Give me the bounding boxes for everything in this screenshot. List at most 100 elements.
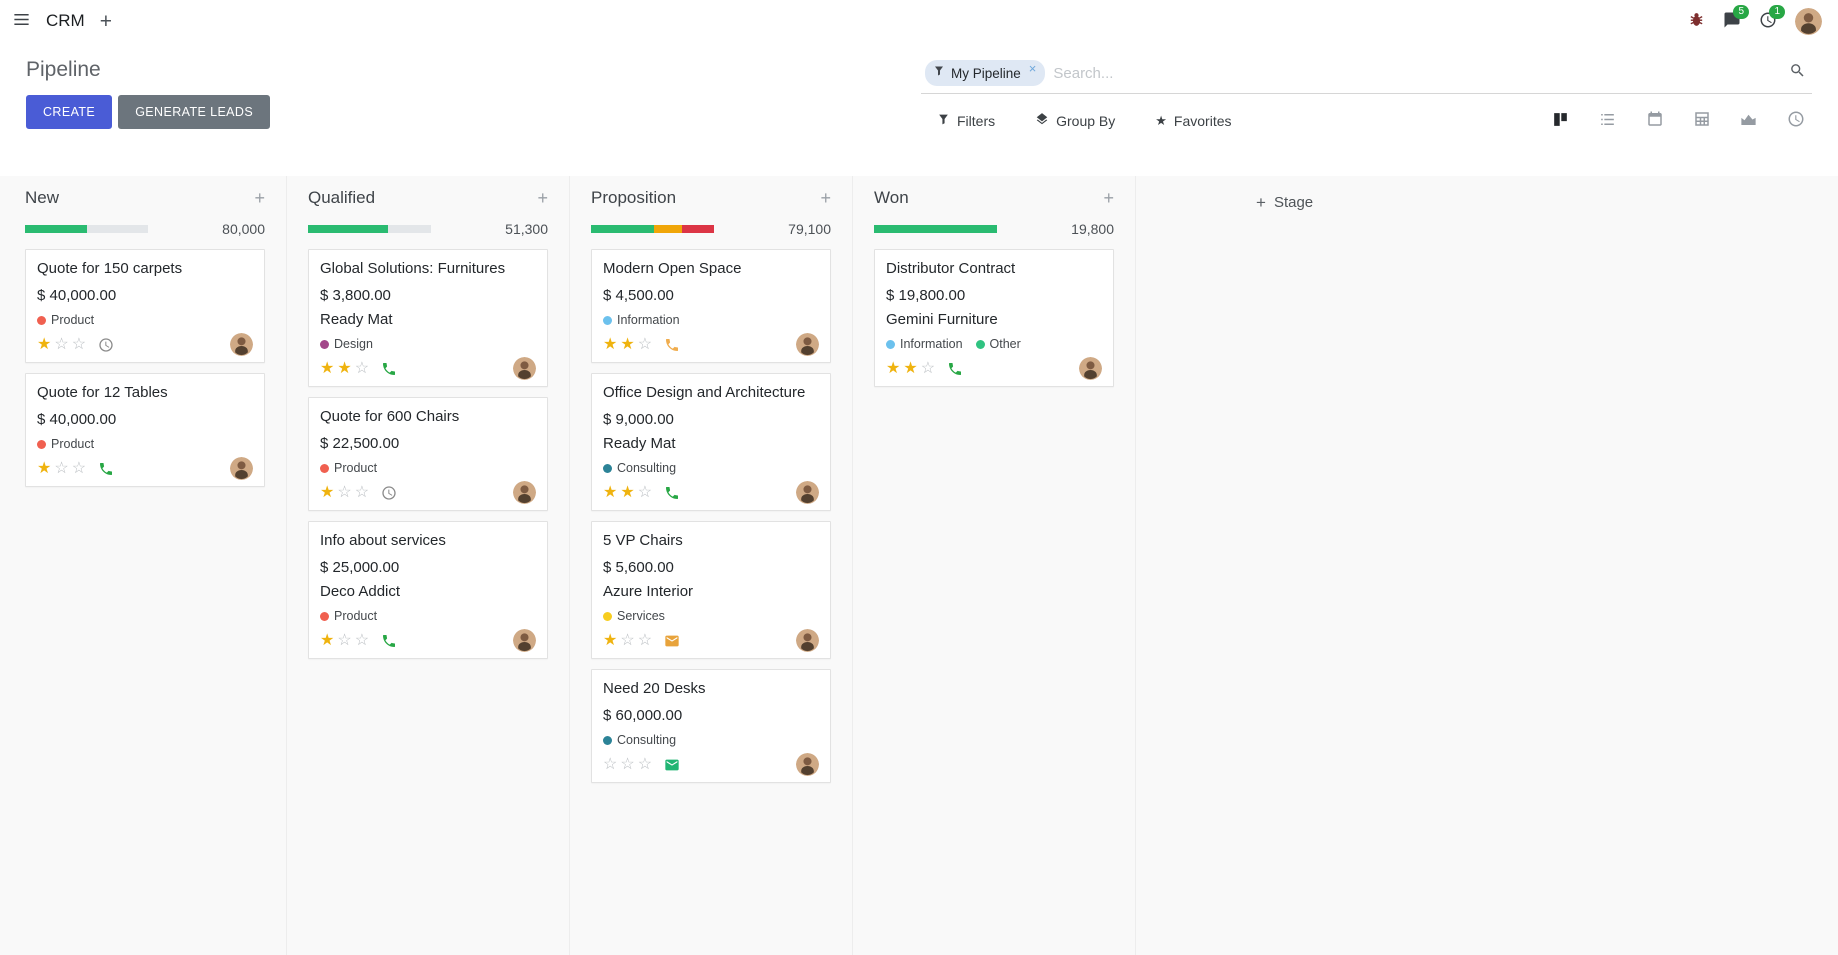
favorites-button[interactable]: ★ Favorites: [1155, 112, 1231, 129]
kanban-column-won: Won + 19,800 Distributor Contract $ 19,8…: [853, 176, 1136, 955]
kanban-card[interactable]: Need 20 Desks $ 60,000.00 Consulting ☆☆☆: [591, 669, 831, 783]
activities-button[interactable]: 1: [1759, 4, 1785, 32]
search-bar[interactable]: My Pipeline ×: [921, 58, 1812, 94]
view-calendar-button[interactable]: [1638, 107, 1671, 134]
card-title: 5 VP Chairs: [603, 532, 683, 549]
kanban-card[interactable]: 5 VP Chairs $ 5,600.00 Azure Interior Se…: [591, 521, 831, 659]
debug-button[interactable]: [1688, 11, 1705, 31]
priority-stars[interactable]: ★☆☆: [37, 335, 90, 353]
avatar[interactable]: [1079, 357, 1102, 380]
column-progressbar[interactable]: [591, 225, 714, 233]
app-name[interactable]: CRM: [46, 11, 85, 30]
avatar[interactable]: [796, 753, 819, 776]
search-icon[interactable]: [1789, 62, 1806, 84]
activity-phone-icon[interactable]: [664, 337, 680, 353]
tag-label: Services: [617, 609, 665, 623]
favorites-label: Favorites: [1173, 112, 1232, 129]
facet-remove-button[interactable]: ×: [1028, 60, 1037, 76]
card-partner: Deco Addict: [320, 583, 401, 600]
kanban-card[interactable]: Quote for 600 Chairs $ 22,500.00 Product…: [308, 397, 548, 511]
card-amount: $ 25,000.00: [320, 559, 400, 576]
column-progressbar[interactable]: [25, 225, 148, 233]
priority-stars[interactable]: ★☆☆: [603, 631, 656, 649]
kanban-card[interactable]: Info about services $ 25,000.00 Deco Add…: [308, 521, 548, 659]
card-tags: Consulting: [603, 733, 819, 747]
card-tags: Product: [37, 437, 253, 451]
column-add-icon[interactable]: +: [254, 188, 265, 208]
kanban-card[interactable]: Quote for 12 Tables $ 40,000.00 Product …: [25, 373, 265, 487]
activity-mail-icon[interactable]: [664, 633, 680, 649]
generate-leads-button[interactable]: GENERATE LEADS: [118, 95, 271, 129]
avatar[interactable]: [796, 333, 819, 356]
priority-stars[interactable]: ★☆☆: [37, 459, 90, 477]
column-add-icon[interactable]: +: [537, 188, 548, 208]
avatar[interactable]: [513, 481, 536, 504]
create-button[interactable]: CREATE: [26, 95, 113, 129]
activity-clock-icon[interactable]: [98, 337, 114, 353]
kanban-card[interactable]: Office Design and Architecture $ 9,000.0…: [591, 373, 831, 511]
messages-button[interactable]: 5: [1723, 4, 1749, 32]
priority-stars[interactable]: ★★☆: [603, 483, 656, 501]
group-by-button[interactable]: Group By: [1035, 112, 1115, 129]
tag-label: Consulting: [617, 733, 677, 747]
tag-dot: [603, 611, 612, 621]
avatar[interactable]: [513, 357, 536, 380]
view-graph-button[interactable]: [1732, 107, 1765, 134]
view-list-button[interactable]: [1591, 107, 1624, 134]
card-amount: $ 40,000.00: [37, 411, 117, 428]
column-progressbar[interactable]: [874, 225, 997, 233]
activity-phone-icon[interactable]: [381, 361, 397, 377]
priority-stars[interactable]: ★★☆: [603, 335, 656, 353]
activity-view-icon: [1787, 110, 1805, 131]
column-add-icon[interactable]: +: [820, 188, 831, 208]
view-kanban-button[interactable]: [1544, 107, 1577, 134]
kanban-card[interactable]: Global Solutions: Furnitures $ 3,800.00 …: [308, 249, 548, 387]
card-title: Distributor Contract: [886, 260, 1016, 277]
tag: Product: [320, 461, 377, 475]
view-activity-button[interactable]: [1779, 107, 1812, 134]
avatar[interactable]: [230, 333, 253, 356]
priority-stars[interactable]: ★★☆: [886, 359, 939, 377]
activity-phone-icon[interactable]: [664, 485, 680, 501]
filters-button[interactable]: Filters: [937, 112, 995, 129]
avatar[interactable]: [513, 629, 536, 652]
column-progressbar[interactable]: [308, 225, 431, 233]
list-view-icon: [1598, 110, 1617, 132]
search-input[interactable]: [1045, 60, 1789, 86]
activity-phone-icon[interactable]: [947, 361, 963, 377]
activity-phone-icon[interactable]: [381, 633, 397, 649]
apps-menu-button[interactable]: [12, 10, 31, 32]
search-facet: My Pipeline ×: [925, 60, 1046, 86]
priority-stars[interactable]: ★★☆: [320, 359, 373, 377]
priority-stars[interactable]: ☆☆☆: [603, 755, 656, 773]
avatar[interactable]: [796, 481, 819, 504]
filter-funnel-icon: [933, 64, 945, 82]
kanban-card[interactable]: Quote for 150 carpets $ 40,000.00 Produc…: [25, 249, 265, 363]
card-amount: $ 5,600.00: [603, 559, 674, 576]
activity-clock-icon[interactable]: [381, 485, 397, 501]
tag: Information: [886, 337, 963, 351]
tag: Consulting: [603, 461, 676, 475]
tag-dot: [975, 339, 985, 349]
tag-dot: [603, 735, 612, 745]
card-amount: $ 9,000.00: [603, 411, 674, 428]
tag-label: Product: [334, 609, 378, 623]
tag: Services: [603, 609, 665, 623]
user-avatar[interactable]: [1795, 7, 1822, 35]
column-title: New: [25, 188, 60, 207]
nav-add-button[interactable]: +: [100, 11, 112, 32]
activity-mail-icon[interactable]: [664, 757, 680, 773]
card-title: Office Design and Architecture: [603, 384, 806, 401]
priority-stars[interactable]: ★☆☆: [320, 631, 373, 649]
tag: Product: [37, 437, 94, 451]
avatar[interactable]: [230, 457, 253, 480]
priority-stars[interactable]: ★☆☆: [320, 483, 373, 501]
activity-phone-icon[interactable]: [98, 461, 114, 477]
kanban-card[interactable]: Modern Open Space $ 4,500.00 Information…: [591, 249, 831, 363]
view-pivot-button[interactable]: [1685, 107, 1718, 134]
tag: Information: [603, 313, 680, 327]
column-add-icon[interactable]: +: [1103, 188, 1114, 208]
add-stage-button[interactable]: + Stage: [1256, 190, 1313, 214]
kanban-card[interactable]: Distributor Contract $ 19,800.00 Gemini …: [874, 249, 1114, 387]
avatar[interactable]: [796, 629, 819, 652]
